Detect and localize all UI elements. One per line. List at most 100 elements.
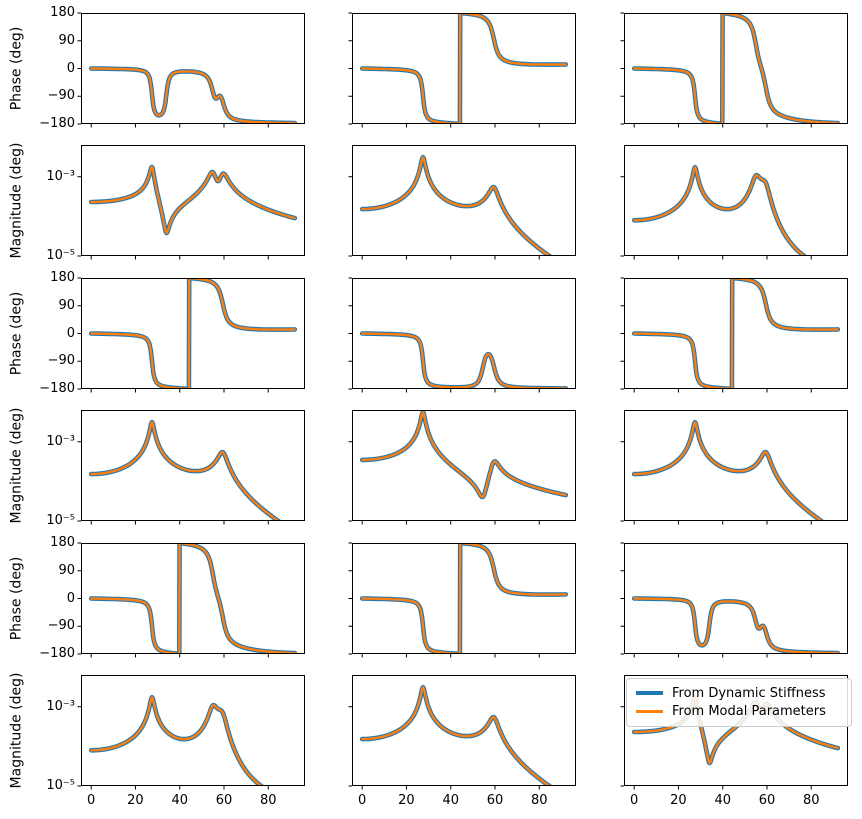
curve-modal-parameters-H23 [633, 278, 839, 389]
subplot-phase-H23 [620, 277, 848, 393]
subplot-canvas-magnitude-H12 [348, 145, 576, 260]
x-tick-label: 60 [215, 793, 233, 808]
subplot-canvas-phase-H23 [620, 277, 848, 393]
subplot-canvas-phase-H21 [77, 277, 305, 393]
axes-frame [352, 675, 576, 786]
legend-entry-modal-parameters: From Modal Parameters [636, 704, 845, 719]
subplot-canvas-magnitude-H31 [77, 675, 305, 790]
subplot-canvas-phase-H33 [620, 542, 848, 658]
subplot-magnitude-H11 [77, 145, 305, 260]
y-tick-label: 10⁻³ [46, 168, 75, 184]
curve-modal-parameters-H32 [361, 543, 567, 654]
x-tick-label: 0 [358, 793, 367, 808]
x-tick-label: 20 [127, 793, 144, 808]
curve-modal-parameters-H21 [90, 421, 281, 521]
axes-frame [624, 543, 848, 654]
subplot-phase-H11 [77, 12, 305, 128]
curve-modal-parameters-H12 [361, 156, 552, 256]
axes-frame [624, 675, 848, 786]
y-tick-label: −90 [47, 353, 75, 369]
axes-frame [624, 410, 848, 521]
curve-dynamic-stiffness-H11 [88, 66, 298, 124]
y-tick-label: 90 [58, 297, 75, 313]
curve-dynamic-stiffness-H21 [88, 420, 283, 521]
subplot-magnitude-H32 [348, 675, 576, 790]
subplot-canvas-phase-H32 [348, 542, 576, 658]
subplot-magnitude-H22 [348, 410, 576, 525]
curve-modal-parameters-H22 [361, 332, 567, 389]
x-tick-label: 60 [486, 793, 504, 808]
curve-dynamic-stiffness-H32 [359, 685, 554, 786]
axes-frame [624, 13, 848, 124]
magnitude-axis-label: Magnitude (deg) [8, 672, 25, 789]
subplot-phase-H21 [77, 277, 305, 393]
subplot-canvas-magnitude-H11 [77, 145, 305, 260]
x-tick-label: 80 [802, 793, 820, 808]
curve-dynamic-stiffness-H33 [631, 596, 841, 654]
curve-dynamic-stiffness-H12 [359, 155, 554, 256]
curve-modal-parameters-H33 [633, 597, 839, 654]
x-tick-label: 20 [398, 793, 415, 808]
subplot-magnitude-H31 [77, 675, 305, 790]
y-tick-label: −90 [47, 618, 75, 634]
legend: From Dynamic Stiffness From Modal Parame… [626, 678, 852, 727]
curve-modal-parameters-H21 [90, 278, 296, 389]
curve-modal-parameters-H12 [361, 13, 567, 124]
subplot-canvas-phase-H12 [348, 12, 576, 128]
subplot-phase-H13 [620, 12, 848, 128]
y-tick-label: 0 [66, 590, 75, 606]
subplot-canvas-magnitude-H22 [348, 410, 576, 525]
axes-frame [352, 145, 576, 256]
y-tick-label: 90 [58, 562, 75, 578]
x-tick-label: 60 [758, 793, 776, 808]
axes-frame [624, 278, 848, 389]
axes-frame [81, 145, 305, 256]
y-tick-label: 10⁻³ [46, 698, 75, 714]
subplot-magnitude-H12 [348, 145, 576, 260]
curve-modal-parameters-H13 [633, 13, 839, 124]
subplot-canvas-phase-H22 [348, 277, 576, 393]
x-tick-label: 40 [442, 793, 459, 808]
y-tick-label: 90 [58, 32, 75, 48]
subplot-magnitude-H13 [620, 145, 848, 260]
subplot-canvas-magnitude-H23 [620, 410, 848, 525]
curve-modal-parameters-H11 [90, 67, 296, 124]
legend-label-modal-parameters: From Modal Parameters [672, 704, 826, 720]
y-tick-label: 10⁻⁵ [46, 513, 75, 528]
axes-frame [81, 278, 305, 389]
legend-line-dynamic-stiffness-icon [636, 691, 663, 696]
y-tick-label: 180 [50, 5, 75, 20]
axes-frame [352, 410, 576, 521]
curve-modal-parameters-H23 [633, 421, 824, 521]
subplot-phase-H32 [348, 542, 576, 658]
y-tick-label: 10⁻⁵ [46, 248, 75, 263]
axes-frame [81, 675, 305, 786]
x-tick-label: 40 [714, 793, 731, 808]
subplot-magnitude-H23 [620, 410, 848, 525]
subplot-phase-H22 [348, 277, 576, 393]
axes-frame [352, 13, 576, 124]
subplot-canvas-magnitude-H13 [620, 145, 848, 260]
y-tick-label: 0 [66, 60, 75, 76]
subplot-canvas-magnitude-H21 [77, 410, 305, 525]
x-tick-label: 80 [259, 793, 277, 808]
axes-frame [81, 543, 305, 654]
y-tick-label: 180 [50, 270, 75, 285]
curve-modal-parameters-H32 [361, 686, 552, 786]
y-tick-label: −180 [39, 116, 75, 131]
axes-frame [81, 410, 305, 521]
subplot-canvas-magnitude-H32 [348, 675, 576, 790]
y-tick-label: −90 [47, 88, 75, 104]
axes-frame [352, 278, 576, 389]
curve-modal-parameters-H31 [90, 543, 296, 654]
axes-frame [624, 145, 848, 256]
x-tick-label: 0 [630, 793, 639, 808]
y-tick-label: −180 [39, 381, 75, 396]
subplot-canvas-phase-H13 [620, 12, 848, 128]
curve-modal-parameters-H11 [90, 165, 296, 235]
legend-entry-dynamic-stiffness: From Dynamic Stiffness [636, 686, 845, 701]
x-tick-label: 80 [530, 793, 548, 808]
x-tick-label: 20 [670, 793, 687, 808]
legend-label-dynamic-stiffness: From Dynamic Stiffness [672, 685, 826, 701]
